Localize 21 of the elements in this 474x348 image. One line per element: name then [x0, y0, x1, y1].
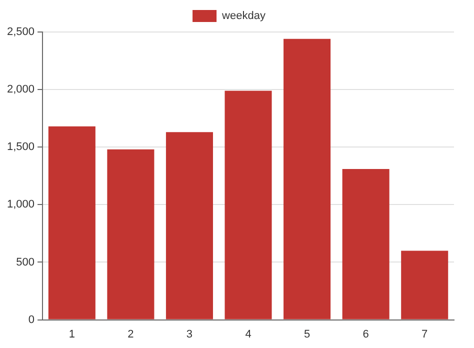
- bar: [401, 250, 448, 320]
- x-tick-label: 5: [304, 328, 310, 340]
- x-tick-label: 1: [68, 328, 75, 340]
- y-tick-label: 1,500: [6, 141, 35, 154]
- bar: [342, 168, 390, 320]
- x-tick-label: 6: [362, 328, 369, 340]
- legend-label: weekday: [221, 10, 266, 22]
- x-tick-label: 7: [422, 328, 428, 340]
- y-tick-label: 500: [16, 256, 35, 268]
- y-tick-label: 0: [28, 314, 35, 326]
- y-tick-label: 2,500: [6, 26, 35, 38]
- y-tick-label: 2,000: [6, 84, 35, 96]
- bar: [107, 149, 154, 320]
- y-tick-label: 1,000: [6, 198, 35, 211]
- bar: [224, 90, 272, 320]
- bar: [166, 132, 213, 320]
- x-tick-label: 4: [245, 328, 252, 340]
- bar: [48, 126, 96, 320]
- bar: [284, 38, 331, 320]
- x-tick-label: 2: [128, 328, 134, 340]
- x-tick-label: 3: [186, 328, 193, 340]
